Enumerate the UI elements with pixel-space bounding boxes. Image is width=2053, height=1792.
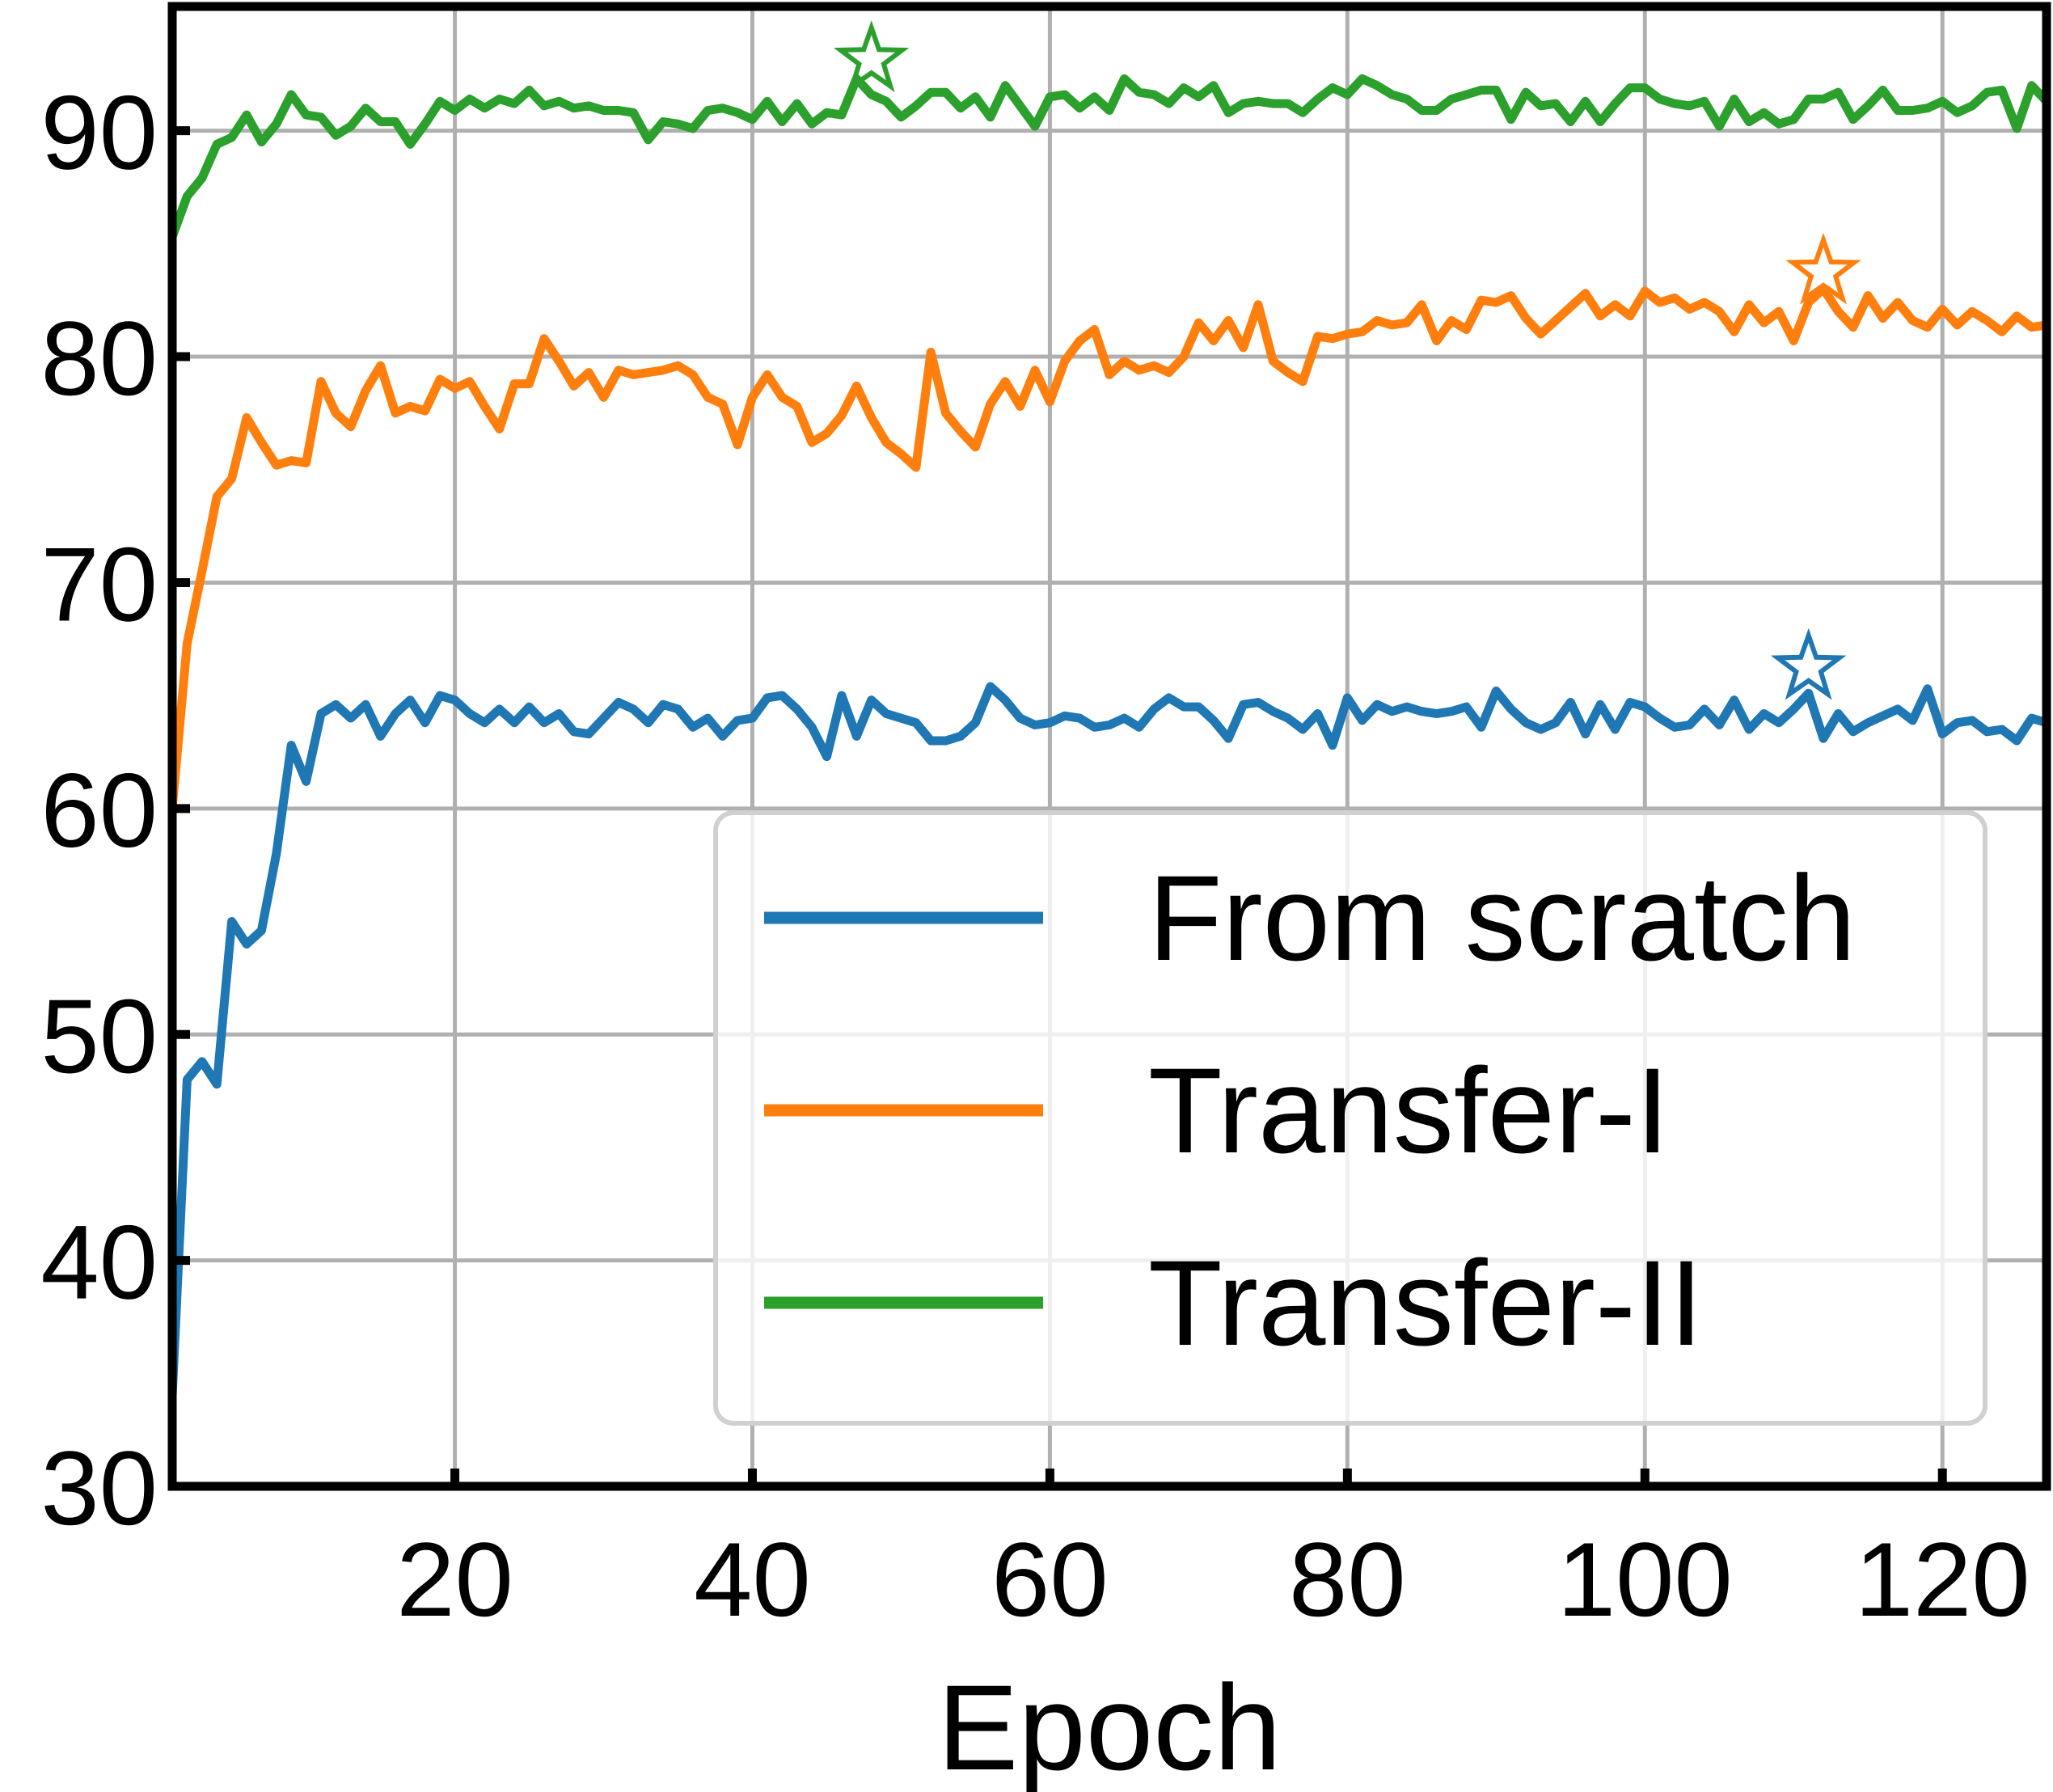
- legend-box: [713, 810, 1988, 1426]
- best-epoch-markers: [833, 20, 1861, 700]
- best-marker-star: [1770, 628, 1847, 700]
- y-tick-label: 70: [40, 525, 158, 643]
- legend: From scratch Transfer-I Transfer-II: [713, 810, 1988, 1426]
- series-line-1: [172, 284, 2047, 809]
- x-axis-label: Epoch: [937, 1659, 1281, 1792]
- legend-label: Transfer-II: [1148, 1235, 1703, 1371]
- x-tick-label: 60: [991, 1520, 1109, 1638]
- best-marker-star: [833, 20, 910, 93]
- y-tick-label: 50: [40, 977, 158, 1095]
- axis-ticks: [172, 126, 1947, 1491]
- series-line-0: [172, 682, 2047, 1397]
- legend-label: From scratch: [1148, 850, 1856, 986]
- x-tick-label: 40: [694, 1520, 811, 1638]
- y-tick-label: 60: [40, 751, 158, 869]
- y-tick-label: 80: [40, 299, 158, 417]
- plot-frame: [167, 2, 2051, 1491]
- y-tick-label: 30: [40, 1429, 158, 1547]
- best-marker-star: [1785, 232, 1861, 305]
- x-tick-label: 80: [1289, 1520, 1406, 1638]
- tick-labels: 20 40 60 80 100 120 30 40 50 60 70 80 90: [40, 74, 2030, 1638]
- series-line-2: [172, 74, 2047, 239]
- y-tick-label: 40: [40, 1203, 158, 1321]
- series-lines: [172, 74, 2047, 1397]
- y-tick-label: 90: [40, 74, 158, 192]
- x-tick-label: 120: [1855, 1520, 2030, 1638]
- x-tick-label: 100: [1557, 1520, 1733, 1638]
- legend-label: Transfer-I: [1148, 1042, 1670, 1178]
- x-tick-label: 20: [396, 1520, 513, 1638]
- grid-lines: [172, 6, 2047, 1486]
